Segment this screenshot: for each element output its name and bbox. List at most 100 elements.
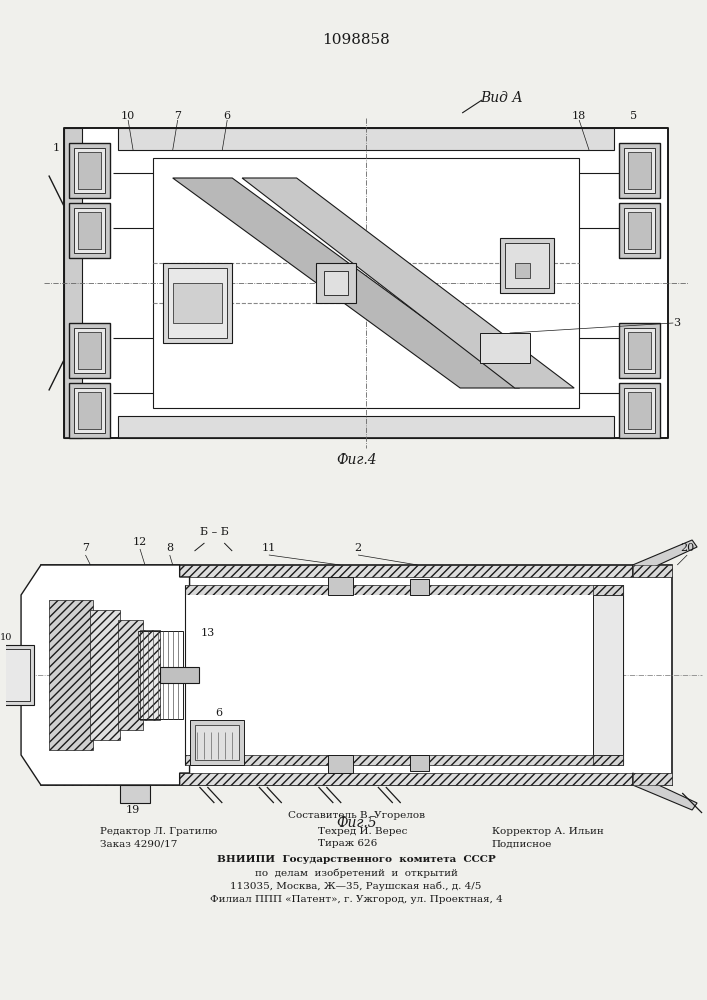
Bar [480,333,530,363]
Bar [64,128,668,438]
Bar [78,152,101,189]
Bar [328,577,353,595]
Bar [409,755,429,771]
Bar [49,600,93,750]
Polygon shape [21,565,189,785]
Text: Б – Б: Б – Б [200,527,229,537]
Text: Заказ 4290/17: Заказ 4290/17 [100,840,177,848]
Text: 5: 5 [630,111,637,121]
Bar [505,243,549,288]
Bar [189,720,244,765]
Bar [628,152,651,189]
Text: 13: 13 [200,628,214,638]
Bar [90,610,120,740]
Text: 12: 12 [133,537,147,547]
Bar [633,565,672,577]
Bar [624,328,655,373]
Text: Филиал ППП «Патент», г. Ужгород, ул. Проектная, 4: Филиал ППП «Патент», г. Ужгород, ул. Про… [210,894,503,904]
Bar [185,755,623,765]
Text: 1: 1 [52,143,59,153]
Bar [317,263,356,303]
Polygon shape [173,178,520,388]
Text: Редактор Л. Гратилю: Редактор Л. Гратилю [100,826,218,836]
Bar [593,595,623,755]
Bar [0,649,30,701]
Text: Подписное: Подписное [492,840,552,848]
Bar [624,388,655,433]
Bar [74,148,105,193]
Bar [168,268,227,338]
Bar [78,332,101,369]
Bar [628,392,651,429]
Text: Техред И. Верес: Техред И. Верес [318,826,408,836]
Bar [325,271,348,295]
Text: 7: 7 [82,543,89,553]
Text: 10: 10 [121,111,135,121]
Bar [173,283,222,323]
Text: по  делам  изобретений  и  открытий: по делам изобретений и открытий [255,868,457,878]
Text: 6: 6 [223,111,230,121]
Bar [78,392,101,429]
Bar [619,323,660,378]
Text: 7: 7 [174,111,181,121]
Bar [624,148,655,193]
Bar [69,143,110,198]
Bar [69,323,110,378]
Bar [69,383,110,438]
Bar [185,585,623,595]
Text: 3: 3 [672,318,680,328]
Bar [185,595,623,755]
Bar [593,755,623,765]
Bar [69,203,110,258]
Bar [160,667,199,683]
Bar [515,263,530,278]
Text: 1098858: 1098858 [322,33,390,47]
Text: Составитель В. Угорелов: Составитель В. Угорелов [288,810,425,820]
Bar [194,725,239,760]
Bar [64,128,81,438]
Polygon shape [242,178,574,388]
Bar [41,565,672,785]
Bar [628,212,651,249]
Bar [153,158,579,408]
Text: 9: 9 [18,686,24,694]
Text: 6: 6 [216,708,223,718]
Text: Вид А: Вид А [481,91,523,105]
Text: 2: 2 [354,543,362,553]
Polygon shape [633,773,697,810]
Bar [619,383,660,438]
Bar [619,203,660,258]
Text: 11: 11 [262,543,276,553]
Bar [120,785,150,803]
Bar [328,755,353,773]
Text: 19: 19 [126,805,140,815]
Bar [74,208,105,253]
Bar [633,773,672,785]
Text: Фиг.5: Фиг.5 [336,816,376,830]
Bar [118,620,143,730]
Bar [0,645,34,705]
Bar [409,579,429,595]
Text: 10: 10 [0,633,13,642]
Text: 113035, Москва, Ж—35, Раушская наб., д. 4/5: 113035, Москва, Ж—35, Раушская наб., д. … [230,881,481,891]
Bar [74,328,105,373]
Bar [593,585,623,595]
Bar [624,208,655,253]
Bar [163,263,232,343]
Text: 18: 18 [572,111,586,121]
Bar [619,143,660,198]
Bar [118,416,614,438]
Bar [41,565,672,577]
Text: Корректор А. Ильин: Корректор А. Ильин [492,826,604,836]
Bar [74,388,105,433]
Bar [78,212,101,249]
Bar [500,238,554,293]
Text: 8: 8 [166,543,173,553]
Bar [138,631,182,719]
Text: Тираж 626: Тираж 626 [318,840,378,848]
Bar [628,332,651,369]
Text: ВНИИПИ  Государственного  комитета  СССР: ВНИИПИ Государственного комитета СССР [217,856,496,864]
Polygon shape [633,540,697,577]
Bar [140,630,160,720]
Bar [41,773,672,785]
